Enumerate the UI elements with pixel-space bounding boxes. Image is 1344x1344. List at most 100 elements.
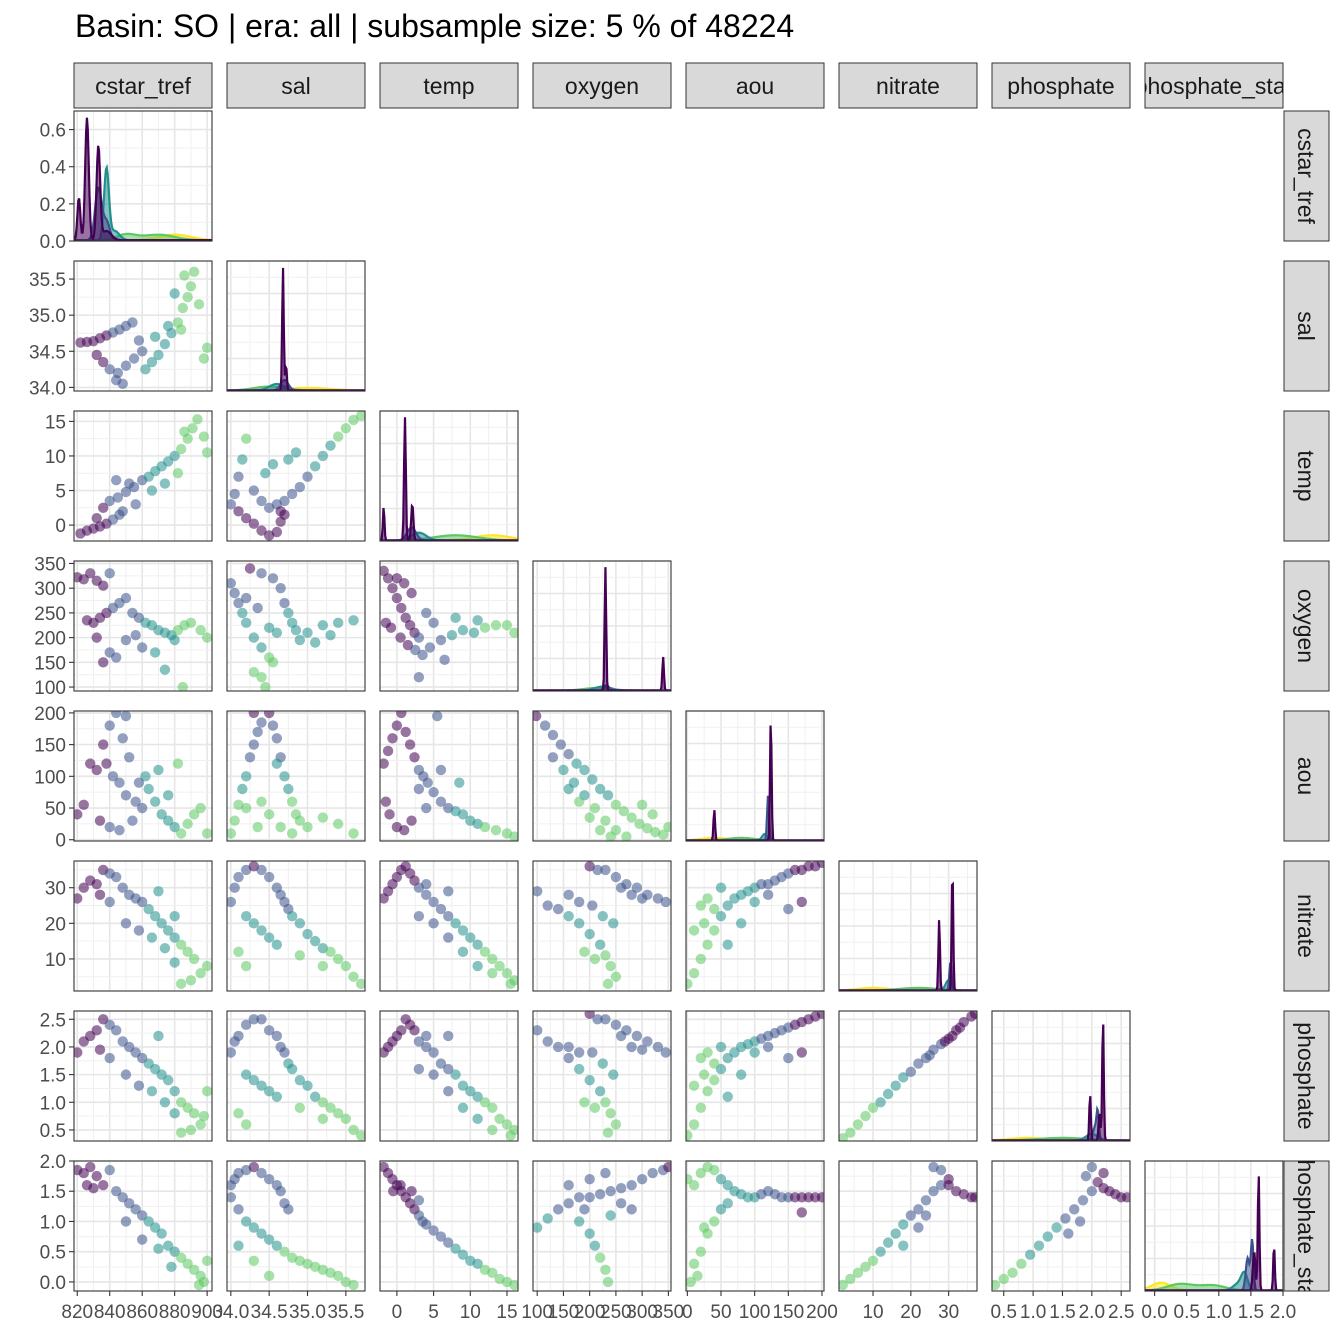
data-point	[722, 1091, 733, 1102]
data-point	[248, 1161, 260, 1173]
data-point	[240, 1119, 252, 1130]
data-point	[505, 978, 516, 990]
panel-border	[379, 1160, 519, 1292]
data-point	[256, 525, 267, 536]
panel-nitrate-vs-oxygen	[532, 860, 672, 992]
data-point	[663, 821, 671, 833]
panel-marks	[75, 414, 212, 539]
data-point	[600, 950, 611, 961]
data-point	[332, 1108, 344, 1119]
panel-marks	[533, 1161, 671, 1288]
data-point	[709, 903, 720, 915]
data-point	[240, 1069, 252, 1080]
data-point	[294, 1102, 306, 1114]
data-point	[709, 1164, 720, 1176]
data-point	[380, 758, 389, 769]
data-point	[156, 809, 167, 820]
data-point	[117, 506, 128, 517]
data-point	[104, 568, 115, 579]
data-point	[573, 1047, 585, 1058]
data-point	[263, 1234, 275, 1245]
data-point	[153, 764, 164, 776]
panel-border	[226, 260, 366, 392]
panel-border	[379, 1010, 519, 1142]
data-point	[450, 612, 461, 624]
y-tick-label: 2.0	[40, 1152, 66, 1173]
data-point	[722, 1198, 733, 1209]
data-point	[605, 831, 616, 841]
data-point	[479, 622, 491, 633]
data-point	[380, 796, 392, 807]
data-point	[494, 960, 505, 972]
data-point	[563, 1179, 574, 1191]
data-point	[263, 932, 275, 943]
y-tick-label: 250	[34, 604, 66, 625]
data-point	[233, 1030, 244, 1042]
data-point	[479, 821, 491, 833]
column-strip-sal: sal	[226, 62, 366, 109]
data-point	[1086, 1186, 1098, 1197]
data-point	[509, 1279, 518, 1291]
data-point	[267, 573, 279, 584]
data-point	[421, 1041, 432, 1053]
data-point	[317, 620, 329, 631]
data-point	[248, 1074, 260, 1086]
x-tick-label: 820	[61, 1302, 93, 1323]
panel-border	[379, 410, 519, 542]
row-strip-cstar_tref: cstar_tref	[1283, 110, 1330, 242]
data-point	[153, 1243, 164, 1254]
data-point	[286, 1063, 298, 1075]
x-tick-label: 840	[94, 1302, 126, 1323]
data-point	[136, 802, 148, 814]
data-point	[920, 1195, 932, 1206]
panel-marks	[686, 861, 824, 990]
data-point	[201, 342, 212, 353]
panel-border	[226, 1160, 366, 1292]
y-tick-label: 300	[34, 579, 66, 600]
data-point	[913, 1204, 924, 1215]
data-point	[413, 911, 425, 922]
x-tick-label: 1.5	[1049, 1302, 1075, 1323]
data-point	[130, 1204, 141, 1215]
data-point	[85, 568, 96, 579]
data-point	[584, 1074, 595, 1086]
data-point	[400, 726, 411, 738]
data-point	[283, 454, 294, 465]
data-point	[182, 946, 193, 958]
data-point	[114, 777, 125, 788]
y-tick-label: 34.0	[29, 378, 66, 399]
panel-marks	[74, 711, 212, 839]
data-point	[88, 1183, 99, 1194]
data-point	[647, 1167, 658, 1179]
data-point	[172, 758, 184, 769]
data-point	[505, 1130, 516, 1141]
data-point	[605, 1108, 616, 1119]
x-tick-label: 34.5	[251, 1302, 288, 1323]
data-point	[686, 978, 693, 990]
data-point	[472, 1091, 483, 1102]
data-point	[237, 454, 248, 465]
data-point	[1042, 1231, 1053, 1242]
data-point	[457, 809, 469, 820]
data-point	[309, 637, 321, 648]
data-point	[587, 1047, 598, 1058]
panel-background	[533, 861, 671, 991]
y-tick-label: 5	[55, 482, 66, 503]
panel-border	[685, 1010, 825, 1142]
panel-nitrate-vs-cstar_tref	[73, 860, 213, 992]
strip-box	[991, 62, 1131, 109]
data-point	[702, 1047, 713, 1058]
data-point	[501, 1119, 513, 1130]
data-point	[175, 939, 187, 950]
x-axis-nitrate: 10 20 30	[862, 1291, 959, 1323]
x-tick-label: 0.0	[1141, 1302, 1167, 1323]
data-point	[91, 1025, 102, 1036]
x-tick-label: 150	[548, 1302, 580, 1323]
y-tick-label: 0.6	[40, 121, 66, 142]
data-point	[94, 815, 106, 826]
panel-marks	[227, 1014, 365, 1141]
data-point	[124, 478, 135, 489]
panel-phosphate_star-vs-phosphate_star	[1144, 1160, 1284, 1292]
strip-box	[838, 62, 978, 109]
data-point	[698, 918, 710, 929]
